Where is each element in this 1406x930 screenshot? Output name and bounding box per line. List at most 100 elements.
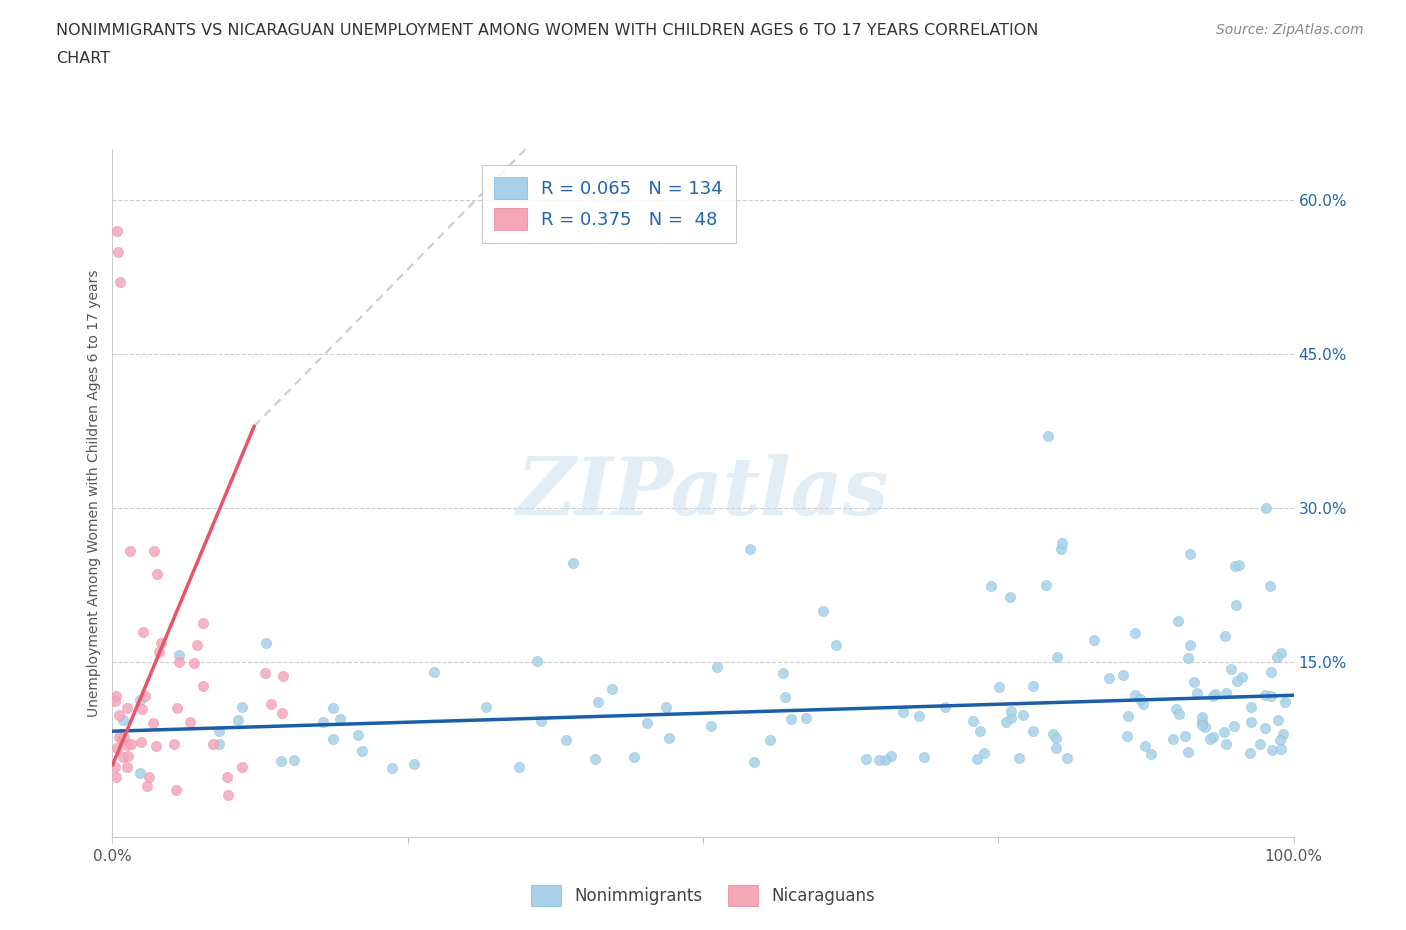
Point — [111, 712, 134, 727]
Point — [1116, 709, 1139, 724]
Point — [1168, 706, 1191, 721]
Point — [165, 783, 187, 798]
Point — [738, 541, 761, 556]
Point — [1270, 645, 1292, 660]
Point — [1226, 673, 1249, 688]
Point — [167, 655, 190, 670]
Point — [271, 669, 294, 684]
Point — [1000, 711, 1022, 725]
Text: Source: ZipAtlas.com: Source: ZipAtlas.com — [1216, 23, 1364, 37]
Point — [1215, 685, 1237, 700]
Point — [271, 706, 294, 721]
Point — [1260, 689, 1282, 704]
Point — [1227, 557, 1250, 572]
Point — [1123, 687, 1146, 702]
Point — [1166, 701, 1188, 716]
Point — [1177, 744, 1199, 759]
Point — [1202, 688, 1225, 703]
Point — [329, 712, 352, 727]
Point — [270, 754, 292, 769]
Point — [855, 751, 877, 766]
Point — [207, 737, 229, 751]
Point — [167, 647, 190, 662]
Point — [183, 656, 205, 671]
Point — [186, 638, 208, 653]
Point — [104, 694, 127, 709]
Point — [1270, 733, 1292, 748]
Point — [111, 751, 134, 765]
Legend: Nonimmigrants, Nicaraguans: Nonimmigrants, Nicaraguans — [524, 879, 882, 912]
Point — [1123, 626, 1146, 641]
Point — [163, 737, 186, 751]
Point — [104, 760, 127, 775]
Point — [1022, 678, 1045, 693]
Point — [773, 690, 796, 705]
Point — [322, 732, 344, 747]
Point — [1129, 692, 1152, 707]
Point — [191, 679, 214, 694]
Point — [1256, 501, 1278, 516]
Text: CHART: CHART — [56, 51, 110, 66]
Point — [347, 728, 370, 743]
Point — [1173, 729, 1195, 744]
Point — [1132, 697, 1154, 711]
Point — [1239, 745, 1261, 760]
Point — [706, 659, 728, 674]
Point — [143, 543, 166, 558]
Point — [107, 244, 129, 259]
Point — [636, 715, 658, 730]
Point — [138, 769, 160, 784]
Point — [1267, 712, 1289, 727]
Point — [149, 635, 172, 650]
Point — [1116, 729, 1139, 744]
Point — [1249, 737, 1271, 751]
Point — [132, 625, 155, 640]
Point — [1191, 714, 1213, 729]
Point — [1184, 674, 1206, 689]
Text: ZIPatlas: ZIPatlas — [517, 454, 889, 532]
Point — [1083, 632, 1105, 647]
Point — [562, 556, 585, 571]
Point — [254, 665, 277, 680]
Point — [1056, 751, 1078, 765]
Point — [1261, 742, 1284, 757]
Point — [105, 689, 128, 704]
Point — [1098, 671, 1121, 685]
Point — [131, 702, 153, 717]
Point — [142, 715, 165, 730]
Point — [1212, 724, 1234, 739]
Point — [873, 752, 896, 767]
Point — [1204, 686, 1226, 701]
Point — [1201, 729, 1223, 744]
Point — [1253, 688, 1275, 703]
Point — [526, 654, 548, 669]
Point — [115, 759, 138, 774]
Point — [231, 760, 253, 775]
Point — [118, 544, 141, 559]
Point — [117, 738, 139, 753]
Point — [311, 714, 333, 729]
Point — [1178, 638, 1201, 653]
Point — [260, 697, 283, 711]
Point — [1022, 724, 1045, 738]
Point — [759, 733, 782, 748]
Point — [973, 745, 995, 760]
Point — [655, 699, 678, 714]
Point — [322, 700, 344, 715]
Point — [254, 636, 277, 651]
Point — [1215, 737, 1237, 751]
Point — [208, 724, 231, 738]
Point — [1008, 751, 1031, 765]
Point — [201, 737, 224, 751]
Point — [475, 700, 498, 715]
Point — [1167, 614, 1189, 629]
Point — [1191, 718, 1213, 733]
Point — [980, 578, 1002, 593]
Point — [129, 766, 152, 781]
Point — [508, 759, 530, 774]
Point — [1112, 668, 1135, 683]
Point — [1042, 726, 1064, 741]
Point — [868, 752, 890, 767]
Point — [1050, 542, 1073, 557]
Point — [112, 729, 135, 744]
